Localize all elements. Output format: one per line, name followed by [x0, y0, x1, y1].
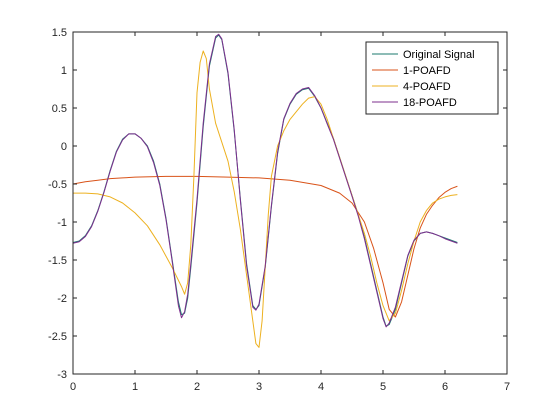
x-tick-label-1: 1	[132, 381, 138, 393]
y-tick-label-7: 0.5	[52, 103, 67, 115]
x-tick-label-4: 4	[318, 381, 324, 393]
x-tick-label-7: 7	[504, 381, 510, 393]
y-tick-label-4: -1	[57, 217, 67, 229]
y-tick-label-2: -2	[57, 293, 67, 305]
x-tick-label-5: 5	[380, 381, 386, 393]
legend: Original Signal 1-POAFD 4-POAFD 18-POAFD	[365, 41, 499, 115]
y-tick-label-5: -0.5	[48, 179, 67, 191]
series-layer	[72, 33, 458, 348]
x-tick-label-0: 0	[70, 381, 76, 393]
legend-label-2: 4-POAFD	[403, 81, 451, 93]
plot-area-border	[72, 31, 508, 375]
x-tick-label-2: 2	[194, 381, 200, 393]
series-line-3	[72, 33, 458, 328]
y-tick-label-8: 1	[61, 65, 67, 77]
y-tick-label-3: -1.5	[48, 255, 67, 267]
legend-label-1: 1-POAFD	[403, 65, 451, 77]
x-tick-label-3: 3	[256, 381, 262, 393]
legend-label-0: Original Signal	[403, 49, 475, 61]
y-tick-label-1: -2.5	[48, 331, 67, 343]
axis-layer: 0 1 2 3 4 5 6 7 -3 -2.5 -2 -1.5 -1 -0.5 0 0.5 1 1.5	[48, 27, 510, 393]
y-tick-label-0: -3	[57, 369, 67, 381]
x-tick-label-6: 6	[442, 381, 448, 393]
y-tick-label-9: 1.5	[52, 27, 67, 39]
legend-label-3: 18-POAFD	[403, 97, 457, 109]
series-line-2	[73, 50, 458, 348]
series-line-1	[72, 175, 458, 318]
y-tick-label-6: 0	[61, 141, 67, 153]
